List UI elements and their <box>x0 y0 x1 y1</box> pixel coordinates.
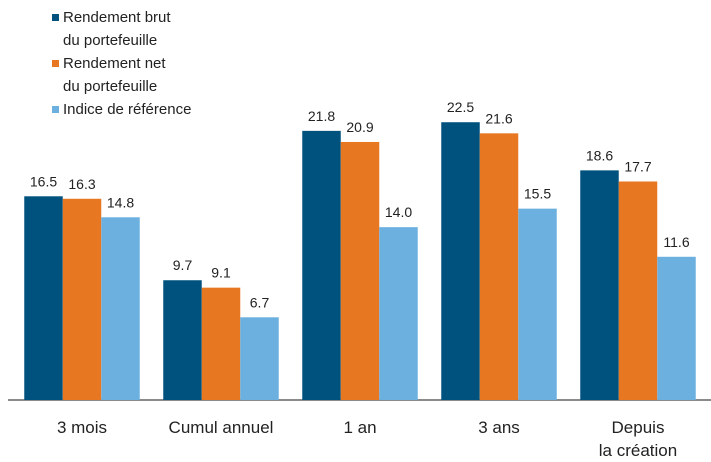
legend-swatch <box>52 60 59 67</box>
bar <box>379 227 418 400</box>
value-label: 22.5 <box>447 99 474 115</box>
value-label: 20.9 <box>346 119 373 135</box>
value-label: 15.5 <box>524 186 551 202</box>
x-tick-label: Cumul annuel <box>168 418 274 437</box>
x-tick-label: 3 ans <box>478 418 520 437</box>
value-label: 14.0 <box>385 204 412 220</box>
value-label: 18.6 <box>586 147 613 163</box>
value-label: 14.8 <box>107 194 134 210</box>
bar <box>657 256 696 400</box>
legend-label: Rendement brut du portefeuille <box>63 9 171 49</box>
value-label: 21.8 <box>308 108 335 124</box>
bar <box>240 317 279 400</box>
legend-label: Rendement net du portefeuille <box>63 55 166 95</box>
bar <box>101 217 140 400</box>
value-label: 9.7 <box>173 257 193 273</box>
bar <box>302 130 341 400</box>
bar <box>201 287 241 400</box>
bar <box>340 141 380 400</box>
x-tick-label: 1 an <box>343 418 377 437</box>
bar <box>163 280 202 400</box>
legend-item: Rendement net du portefeuille <box>52 52 166 98</box>
legend-swatch <box>52 106 59 113</box>
bar <box>441 122 480 400</box>
bar <box>24 196 63 400</box>
bar <box>618 181 658 400</box>
value-label: 16.3 <box>68 176 95 192</box>
value-label: 16.5 <box>30 173 57 189</box>
value-label: 21.6 <box>485 110 512 126</box>
bar <box>518 208 557 400</box>
x-tick-label: Depuis la création <box>598 418 678 460</box>
legend-swatch <box>52 14 59 21</box>
legend-label: Indice de référence <box>63 101 192 118</box>
value-label: 9.1 <box>211 265 231 281</box>
value-label: 17.7 <box>624 158 651 174</box>
x-tick-label: 3 mois <box>56 418 108 437</box>
legend-item: Indice de référence <box>52 98 191 121</box>
bar <box>62 198 102 400</box>
legend-item: Rendement brut du portefeuille <box>52 6 171 52</box>
bar <box>580 170 619 400</box>
value-label: 6.7 <box>250 294 270 310</box>
value-label: 11.6 <box>663 234 689 250</box>
bar <box>479 133 519 401</box>
